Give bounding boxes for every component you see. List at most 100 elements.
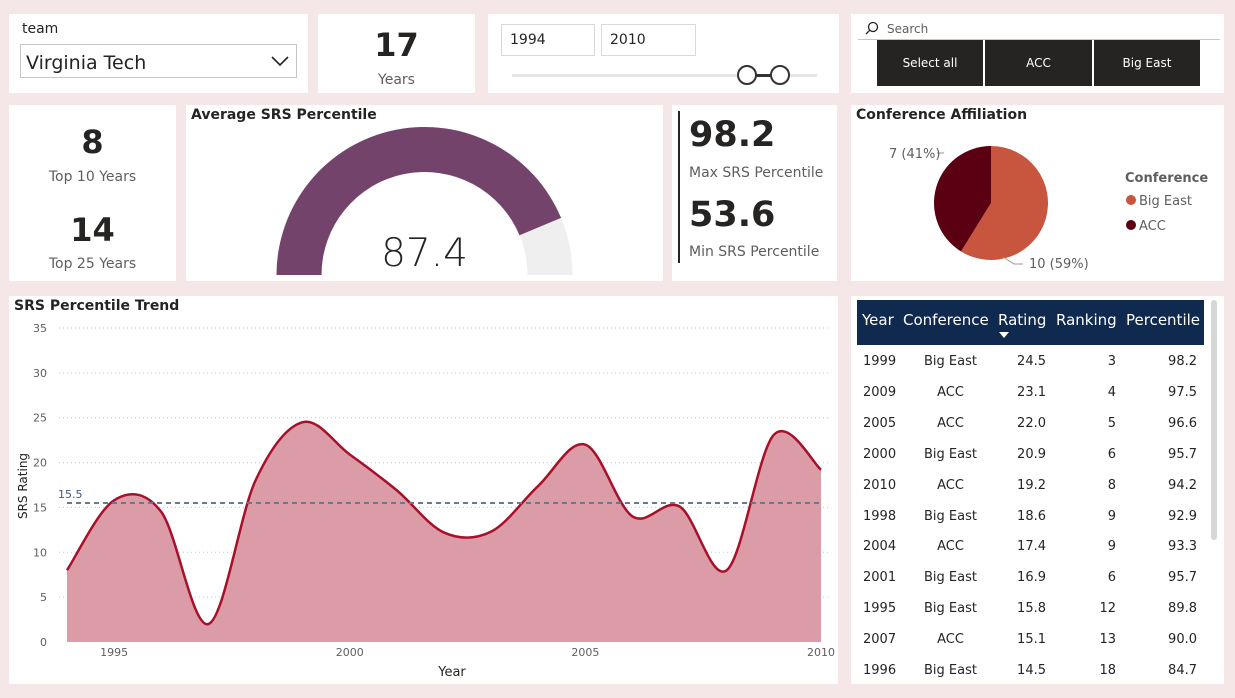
y-axis-title: SRS Rating: [16, 453, 30, 519]
legend-label-acc[interactable]: ACC: [1139, 219, 1166, 234]
table-row[interactable]: 2004 ACC 17.4 9 93.3: [857, 531, 1204, 562]
trend-point-2008[interactable]: [721, 564, 733, 576]
table-cell-rating: 15.8: [1017, 601, 1046, 617]
search-placeholder: Search: [887, 22, 929, 36]
trend-point-2004[interactable]: [532, 480, 544, 492]
table-row[interactable]: 2001 Big East 16.9 6 95.7: [857, 562, 1204, 593]
range-handle-high[interactable]: [770, 65, 791, 85]
range-start-input[interactable]: 1994: [501, 24, 595, 56]
top10-value: 8: [81, 123, 104, 161]
table-cell-year: 1996: [863, 663, 897, 678]
table-row[interactable]: 2009 ACC 23.1 4 97.5: [857, 377, 1204, 408]
table-cell-ranking: 6: [1107, 570, 1116, 586]
trend-point-2002[interactable]: [438, 527, 450, 539]
table-row[interactable]: 1998 Big East 18.6 9 92.9: [857, 501, 1204, 532]
trend-point-2006[interactable]: [627, 510, 639, 522]
trend-point-1998[interactable]: [250, 475, 262, 487]
table-cell-ranking: 4: [1107, 384, 1116, 400]
min-srs-value: 53.6: [689, 195, 776, 235]
y-tick-labels: 0 5 10 15 20 25 30 35: [33, 322, 47, 649]
table-row[interactable]: 2005 ACC 22.0 5 96.6: [857, 408, 1204, 439]
gauge-chart: [276, 126, 573, 275]
trend-point-2003[interactable]: [485, 526, 497, 538]
x-axis-title: Year: [437, 665, 466, 680]
x-tick-label: 2010: [807, 646, 835, 659]
pie-slice-acc[interactable]: [934, 146, 991, 252]
table-row[interactable]: 1996 Big East 14.5 18 84.7: [857, 655, 1204, 684]
table-cell-rating: 16.9: [1017, 570, 1046, 586]
table-row[interactable]: 1999 Big East 24.5 3 98.2: [857, 346, 1204, 377]
legend-dot-acc: [1126, 220, 1136, 230]
y-tick-label: 20: [33, 457, 47, 470]
big-east-button[interactable]: Big East: [1094, 40, 1200, 86]
max-srs-label: Max SRS Percentile: [689, 165, 824, 181]
table-cell-ranking: 13: [1099, 632, 1116, 648]
col-percentile-header[interactable]: Percentile: [1126, 311, 1201, 329]
range-handle-low[interactable]: [736, 65, 757, 85]
conference-search[interactable]: Search: [858, 20, 1220, 40]
table-row[interactable]: 1995 Big East 15.8 12 89.8: [857, 593, 1204, 624]
y-tick-label: 0: [40, 636, 47, 649]
pie-leader-big-east: [1002, 256, 1023, 265]
legend-title: Conference: [1125, 171, 1208, 186]
table-cell-percentile: 92.9: [1168, 508, 1197, 524]
trend-point-1995[interactable]: [108, 494, 120, 506]
table-cell-percentile: 96.6: [1168, 415, 1197, 431]
col-ranking-header[interactable]: Ranking: [1056, 311, 1117, 329]
trend-point-2001[interactable]: [391, 484, 403, 496]
x-tick-label: 2005: [571, 646, 599, 659]
x-tick-label: 1995: [100, 646, 128, 659]
table-row[interactable]: 2007 ACC 15.1 13 90.0: [857, 624, 1204, 655]
max-min-card: 98.2 Max SRS Percentile 53.6 Min SRS Per…: [672, 105, 837, 281]
y-tick-label: 10: [33, 546, 47, 559]
y-tick-label: 35: [33, 322, 47, 335]
min-srs-label: Min SRS Percentile: [689, 244, 820, 260]
col-rating-header[interactable]: Rating: [998, 311, 1047, 329]
table-cell-year: 1995: [863, 601, 897, 617]
trend-point-2007[interactable]: [674, 501, 686, 513]
table-cell-conference: Big East: [924, 446, 977, 462]
table-cell-conference: Big East: [924, 663, 977, 678]
trend-point-2005[interactable]: [579, 439, 591, 451]
top10-label: Top 10 Years: [48, 169, 137, 185]
table-cell-conference: ACC: [937, 477, 964, 493]
table-row[interactable]: 2010 ACC 19.2 8 94.2: [857, 470, 1204, 501]
acc-button[interactable]: ACC: [985, 40, 1092, 86]
x-tick-label: 2000: [336, 646, 364, 659]
conference-slicer: Search Select all ACC Big East: [851, 14, 1224, 93]
trend-point-1996[interactable]: [155, 506, 167, 518]
table-cell-rating: 15.1: [1017, 632, 1046, 648]
table-cell-rating: 23.1: [1017, 384, 1046, 400]
table-cell-percentile: 90.0: [1168, 632, 1197, 648]
col-conference-header[interactable]: Conference: [903, 311, 989, 329]
pie-slice-big-east[interactable]: [960, 146, 1048, 260]
table-cell-year: 2001: [863, 570, 897, 586]
conference-affiliation-card: Conference Affiliation 7 (41%) 10 (59%) …: [851, 105, 1224, 281]
gauge-value-arc: [276, 126, 562, 275]
trend-point-1994[interactable]: [61, 564, 73, 576]
legend-label-big-east[interactable]: Big East: [1139, 194, 1192, 209]
y-tick-label: 30: [33, 367, 47, 380]
trend-point-2009[interactable]: [768, 429, 780, 441]
table-cell-year: 1999: [863, 354, 897, 369]
team-dropdown[interactable]: Virginia Tech: [20, 44, 297, 78]
table-cell-ranking: 12: [1099, 601, 1116, 617]
col-year-header[interactable]: Year: [862, 311, 894, 329]
table-row[interactable]: 2000 Big East 20.9 6 95.7: [857, 439, 1204, 470]
select-all-button[interactable]: Select all: [877, 40, 983, 86]
trend-point-1997[interactable]: [202, 618, 214, 630]
table-scrollbar[interactable]: [1211, 300, 1217, 540]
table-cell-percentile: 84.7: [1168, 663, 1197, 678]
top25-label: Top 25 Years: [48, 256, 137, 272]
trend-point-1999[interactable]: [297, 416, 309, 428]
table-cell-rating: 22.0: [1017, 415, 1046, 431]
table-cell-rating: 14.5: [1017, 663, 1046, 678]
max-min-divider: [678, 111, 680, 263]
range-end-input[interactable]: 2010: [601, 24, 696, 56]
years-label: Years: [378, 72, 415, 88]
trend-point-2000[interactable]: [344, 448, 356, 460]
table-cell-year: 2005: [863, 415, 897, 431]
trend-point-2010[interactable]: [815, 464, 827, 476]
table-cell-conference: Big East: [924, 354, 977, 369]
trend-area: [67, 421, 821, 642]
